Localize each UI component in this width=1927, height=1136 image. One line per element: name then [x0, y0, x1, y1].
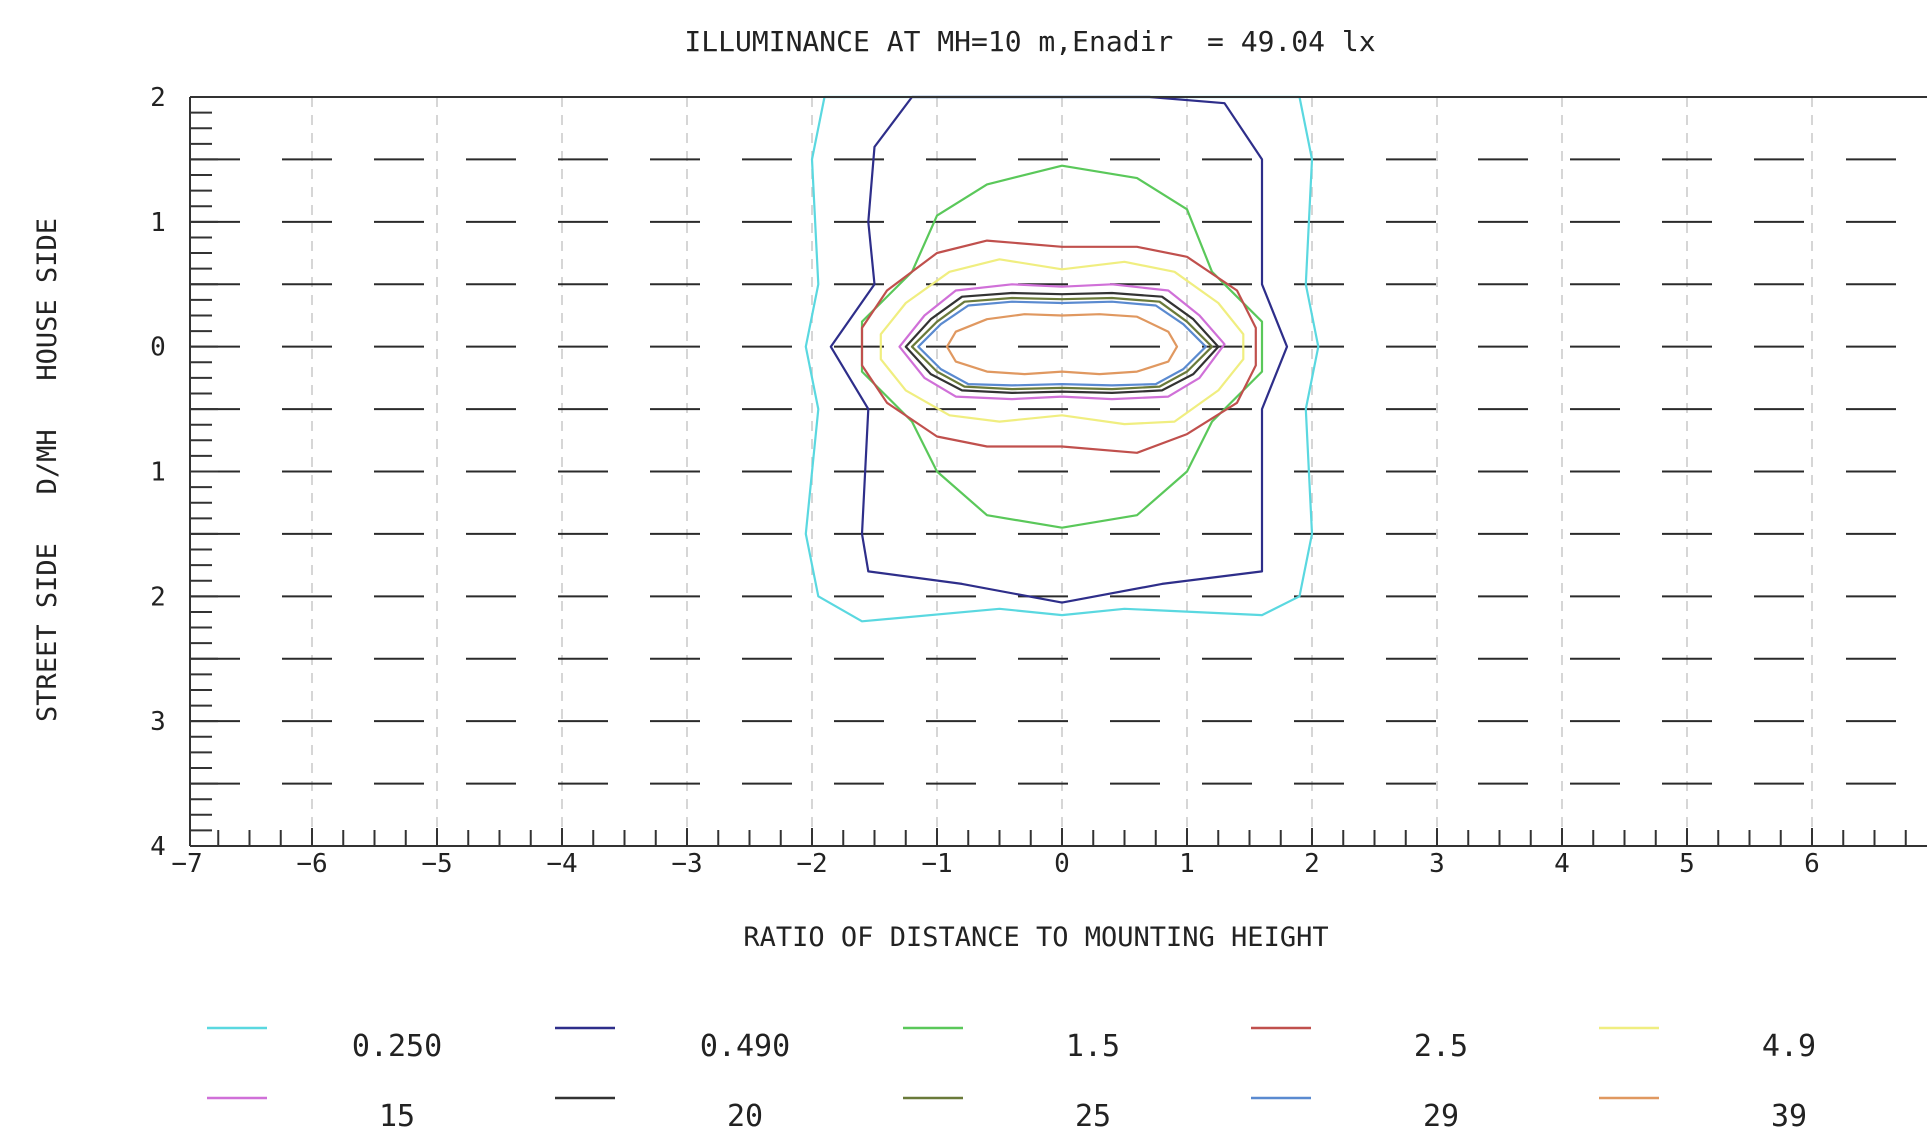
x-tick-label: −3 — [671, 849, 702, 879]
legend-item: 1.5 — [903, 1026, 1120, 1064]
legend-item: 0.250 — [207, 1026, 442, 1064]
legend-label: 15 — [379, 1099, 415, 1134]
contour-2.5 — [860, 239, 1257, 454]
legend-item: 29 — [1251, 1096, 1459, 1134]
y-tick-label: 0 — [150, 333, 166, 363]
y-tick-label: 1 — [150, 208, 166, 238]
legend-label: 20 — [727, 1099, 763, 1134]
y-tick-label: 3 — [150, 707, 166, 737]
contour-25 — [910, 296, 1214, 391]
y-tick-label: 1 — [150, 458, 166, 488]
contours — [804, 95, 1320, 623]
x-tick-label: −5 — [421, 849, 452, 879]
contour-0.490 — [829, 95, 1289, 604]
legend-item: 2.5 — [1251, 1026, 1468, 1064]
x-tick-label: 5 — [1679, 849, 1695, 879]
x-tick-label: −2 — [796, 849, 827, 879]
x-tick-label: −6 — [296, 849, 327, 879]
x-tick-label: −7 — [171, 849, 202, 879]
legend-label: 0.490 — [700, 1029, 790, 1064]
contour-15 — [898, 283, 1226, 401]
y-axis: 2 1 0 1 2 3 4 — [150, 83, 218, 862]
contour-1.5 — [860, 164, 1264, 529]
legend-item: 39 — [1599, 1096, 1807, 1134]
legend-label: 0.250 — [352, 1029, 442, 1064]
x-tick-label: −1 — [921, 849, 952, 879]
contour-39 — [945, 313, 1179, 376]
y-tick-label: 2 — [150, 83, 166, 113]
legend-label: 1.5 — [1066, 1029, 1120, 1064]
legend-label: 39 — [1771, 1099, 1807, 1134]
x-tick-label: 0 — [1054, 849, 1070, 879]
chart-title: ILLUMINANCE AT MH=10 m,Enadir = 49.04 lx — [684, 25, 1375, 58]
legend-item: 15 — [207, 1096, 415, 1134]
y-axis-label: STREET SIDE D/MH HOUSE SIDE — [32, 218, 63, 722]
grid — [190, 97, 1927, 846]
legend-label: 29 — [1423, 1099, 1459, 1134]
y-tick-label: 4 — [150, 832, 166, 862]
x-tick-label: 6 — [1804, 849, 1820, 879]
contour-20 — [904, 291, 1220, 394]
legend-label: 4.9 — [1762, 1029, 1816, 1064]
x-tick-label: 2 — [1304, 849, 1320, 879]
x-tick-label: 1 — [1179, 849, 1195, 879]
x-tick-label: −4 — [546, 849, 577, 879]
legend: 0.250 0.490 1.5 2.5 4.9 15 20 25 29 39 — [207, 1026, 1816, 1134]
x-tick-label: 4 — [1554, 849, 1570, 879]
x-tick-label: 3 — [1429, 849, 1445, 879]
legend-item: 20 — [555, 1096, 763, 1134]
legend-item: 0.490 — [555, 1026, 790, 1064]
y-tick-label: 2 — [150, 582, 166, 612]
contour-29 — [917, 300, 1207, 387]
legend-label: 25 — [1075, 1099, 1111, 1134]
legend-item: 25 — [903, 1096, 1111, 1134]
legend-item: 4.9 — [1599, 1026, 1816, 1064]
x-axis-label: RATIO OF DISTANCE TO MOUNTING HEIGHT — [743, 922, 1328, 953]
contour-0.250 — [804, 95, 1320, 623]
x-axis: −7 −6 −5 −4 −3 −2 −1 0 1 2 3 4 5 6 — [171, 828, 1907, 879]
legend-label: 2.5 — [1414, 1029, 1468, 1064]
contour-4.9 — [879, 258, 1245, 426]
